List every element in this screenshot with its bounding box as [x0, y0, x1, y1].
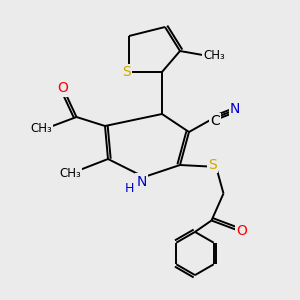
- Text: CH₃: CH₃: [60, 167, 81, 180]
- Text: O: O: [236, 224, 247, 238]
- Text: H: H: [124, 182, 134, 195]
- Text: CH₃: CH₃: [30, 122, 52, 136]
- Text: N: N: [136, 175, 147, 188]
- Text: O: O: [57, 82, 68, 95]
- Text: C: C: [211, 114, 220, 128]
- Text: S: S: [122, 65, 131, 79]
- Text: S: S: [208, 158, 217, 172]
- Text: N: N: [230, 102, 240, 116]
- Text: CH₃: CH₃: [203, 49, 225, 62]
